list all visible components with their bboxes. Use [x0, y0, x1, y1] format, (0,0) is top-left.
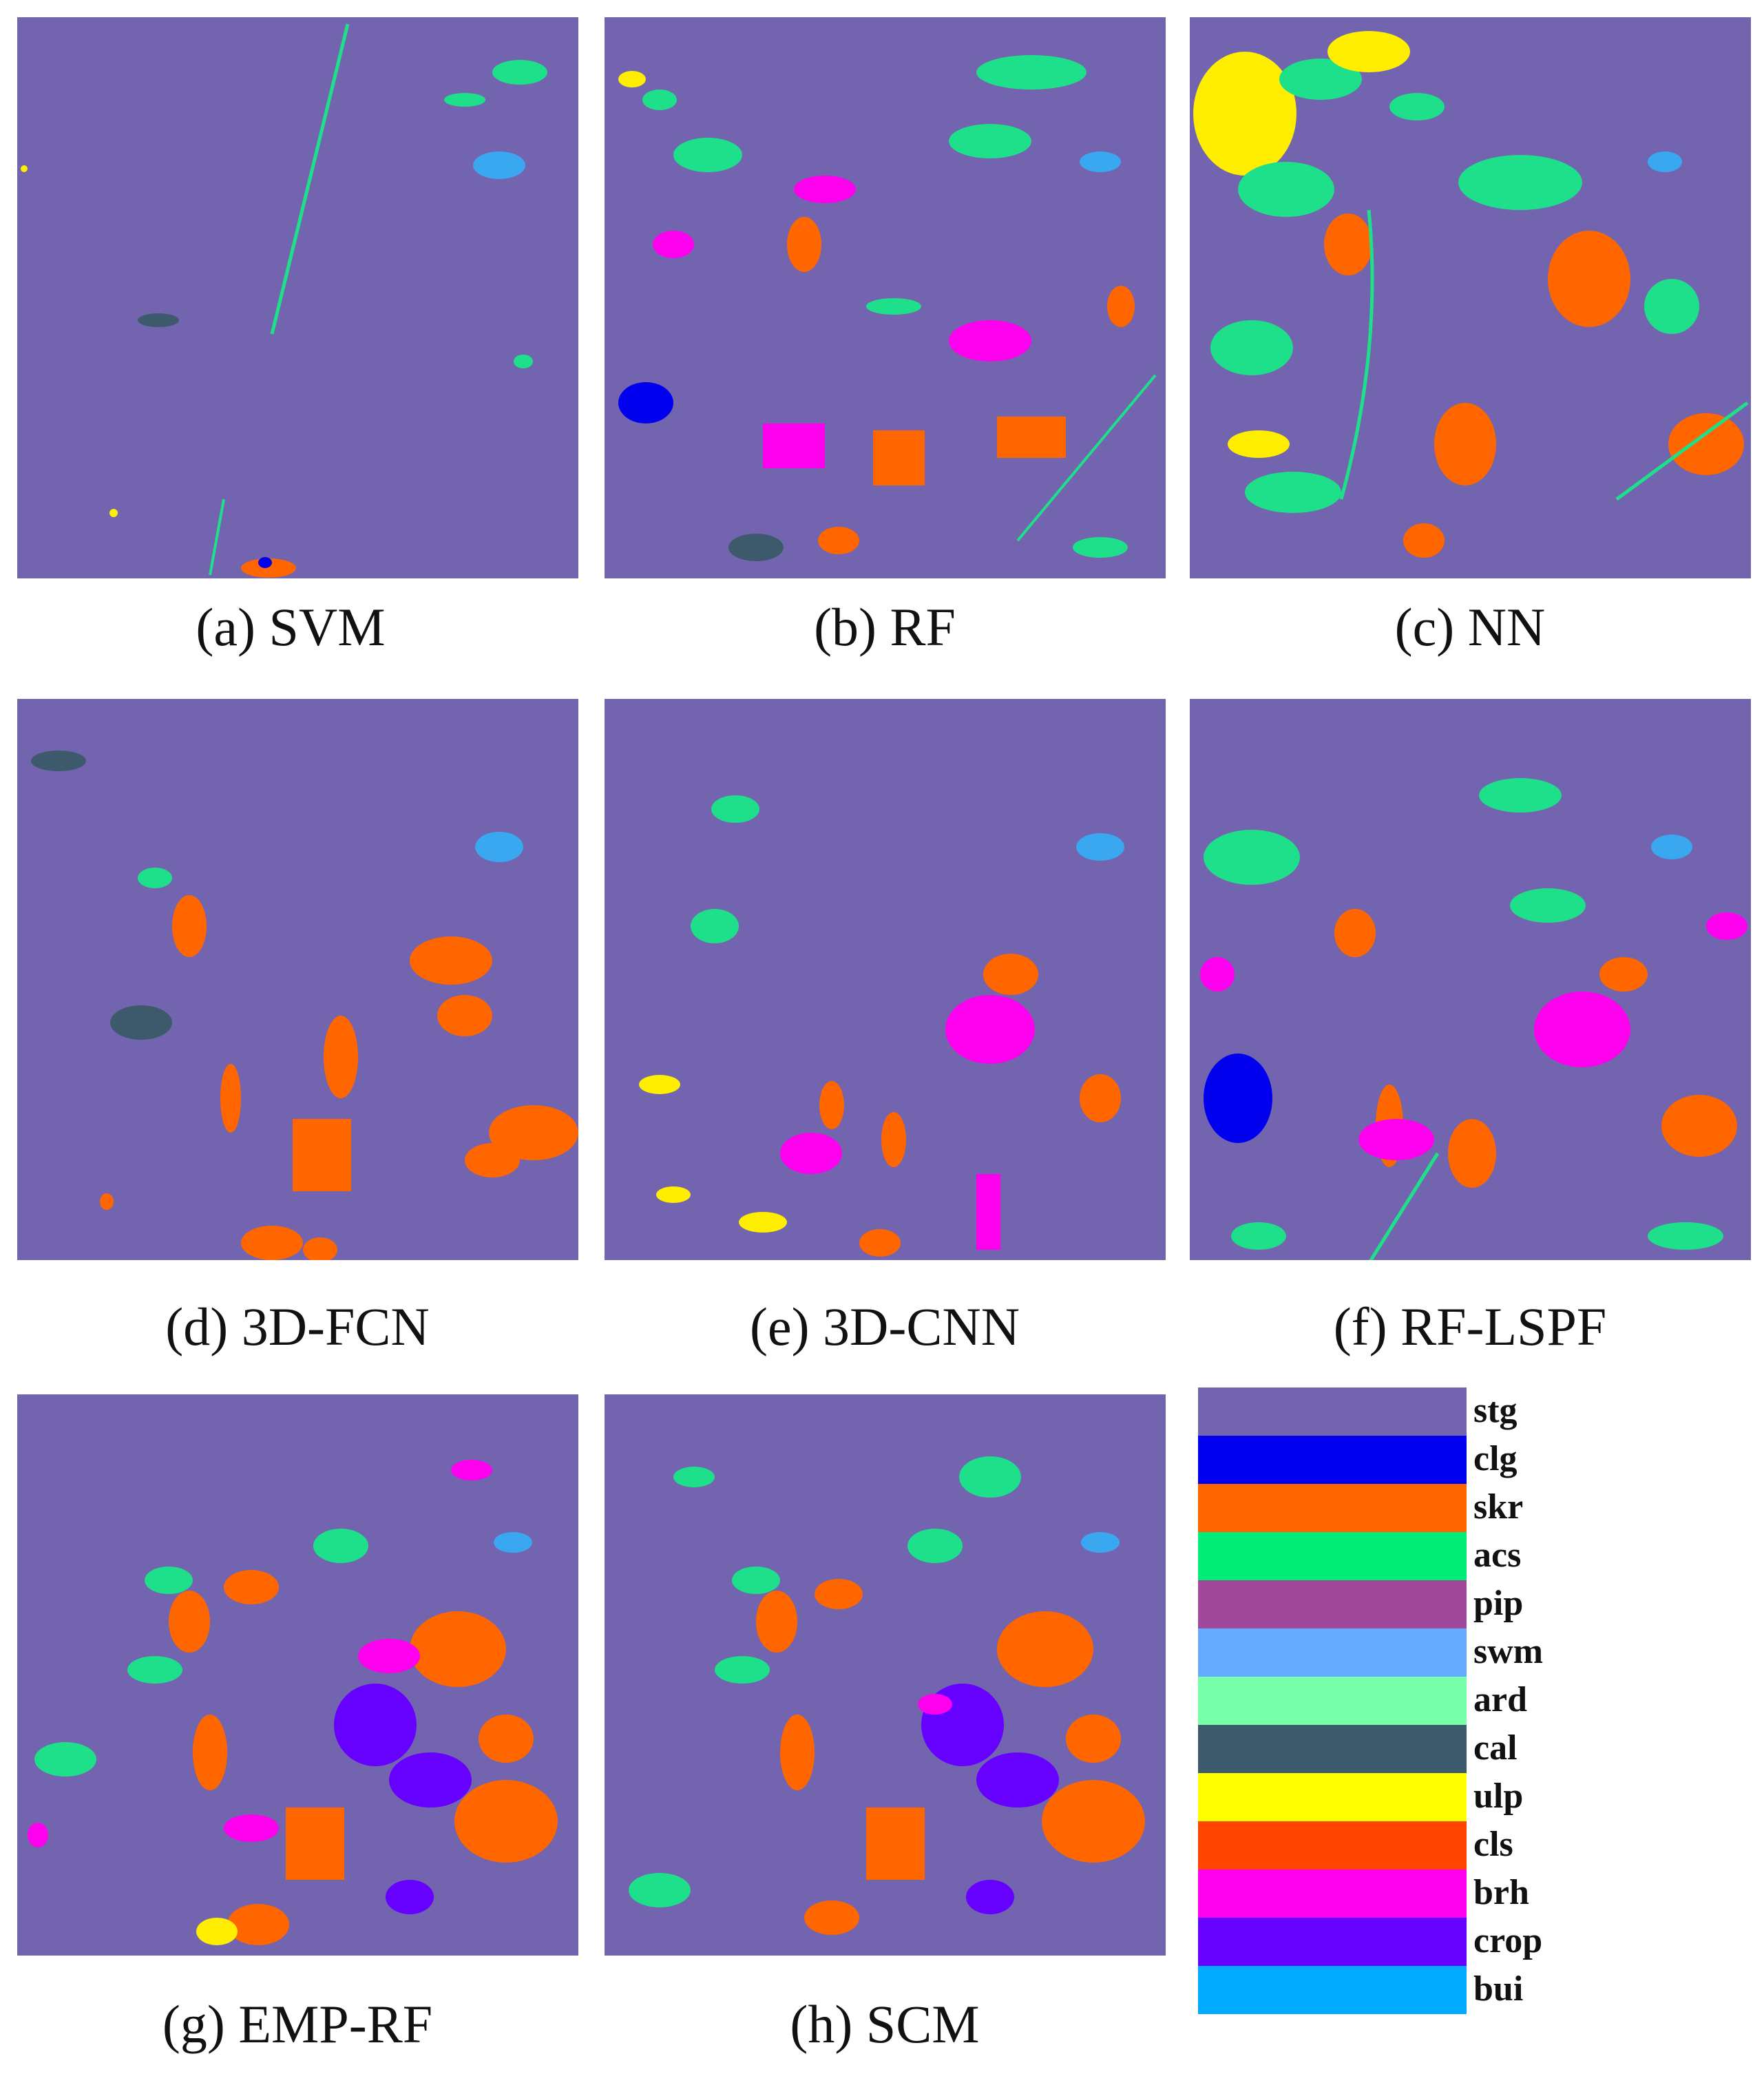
- legend-item-stg: stg: [1198, 1387, 1666, 1436]
- class-legend: stg clg skr acs pip swm ard cal ulp cls …: [1198, 1387, 1666, 2021]
- legend-item-swm: swm: [1198, 1628, 1666, 1677]
- legend-label: ulp: [1473, 1777, 1524, 1816]
- map-svm-graphic: [21, 23, 547, 578]
- legend-swatch: [1198, 1966, 1467, 2014]
- legend-swatch: [1198, 1773, 1467, 1821]
- legend-label: cls: [1473, 1825, 1513, 1864]
- legend-item-clg: clg: [1198, 1436, 1666, 1484]
- legend-item-crop: crop: [1198, 1918, 1666, 1966]
- legend-item-skr: skr: [1198, 1484, 1666, 1532]
- legend-label: swm: [1473, 1632, 1544, 1671]
- map-emp-rf-graphic: [28, 1460, 558, 1945]
- legend-label: clg: [1473, 1439, 1518, 1478]
- legend-label: acs: [1473, 1536, 1522, 1575]
- legend-item-bui: bui: [1198, 1966, 1666, 2014]
- caption-rf: (b) RF: [814, 597, 956, 657]
- classification-map-3d-cnn: [605, 699, 1166, 1260]
- legend-label: stg: [1473, 1391, 1518, 1430]
- map-scm-graphic: [629, 1456, 1145, 1935]
- legend-item-brh: brh: [1198, 1869, 1666, 1918]
- caption-scm: (h) SCM: [790, 1994, 980, 2054]
- caption-nn: (c) NN: [1394, 597, 1546, 657]
- classification-map-nn: [1190, 17, 1751, 578]
- caption-rf-lspf: (f) RF-LSPF: [1333, 1297, 1607, 1357]
- map-nn-graphic: [1193, 31, 1749, 558]
- legend-label: ard: [1473, 1680, 1527, 1719]
- legend-label: cal: [1473, 1728, 1518, 1768]
- legend-item-cls: cls: [1198, 1821, 1666, 1869]
- caption-emp-rf: (g) EMP-RF: [162, 1994, 433, 2054]
- caption-3d-cnn: (e) 3D-CNN: [749, 1297, 1020, 1357]
- legend-item-acs: acs: [1198, 1532, 1666, 1580]
- legend-label: bui: [1473, 1969, 1524, 2009]
- map-3d-fcn-graphic: [31, 751, 578, 1260]
- caption-svm: (a) SVM: [196, 597, 386, 657]
- map-3d-cnn-graphic: [639, 795, 1124, 1257]
- legend-swatch: [1198, 1677, 1467, 1725]
- classification-map-svm: [17, 17, 578, 578]
- legend-swatch: [1198, 1387, 1467, 1436]
- classification-map-3d-fcn: [17, 699, 578, 1260]
- legend-item-ard: ard: [1198, 1677, 1666, 1725]
- legend-swatch: [1198, 1436, 1467, 1484]
- legend-label: skr: [1473, 1487, 1524, 1527]
- legend-swatch: [1198, 1725, 1467, 1773]
- legend-swatch: [1198, 1532, 1467, 1580]
- classification-map-scm: [605, 1394, 1166, 1956]
- map-rf-lspf-graphic: [1200, 778, 1747, 1260]
- map-rf-graphic: [618, 55, 1157, 561]
- legend-label: crop: [1473, 1921, 1543, 1960]
- legend-swatch: [1198, 1821, 1467, 1869]
- classification-map-rf: [605, 17, 1166, 578]
- classification-map-rf-lspf: [1190, 699, 1751, 1260]
- legend-item-cal: cal: [1198, 1725, 1666, 1773]
- legend-swatch: [1198, 1580, 1467, 1628]
- legend-swatch: [1198, 1484, 1467, 1532]
- legend-label: brh: [1473, 1873, 1529, 1912]
- caption-3d-fcn: (d) 3D-FCN: [165, 1297, 430, 1357]
- classification-map-emp-rf: [17, 1394, 578, 1956]
- legend-item-pip: pip: [1198, 1580, 1666, 1628]
- legend-swatch: [1198, 1918, 1467, 1966]
- legend-swatch: [1198, 1869, 1467, 1918]
- legend-label: pip: [1473, 1584, 1524, 1623]
- legend-swatch: [1198, 1628, 1467, 1677]
- legend-item-ulp: ulp: [1198, 1773, 1666, 1821]
